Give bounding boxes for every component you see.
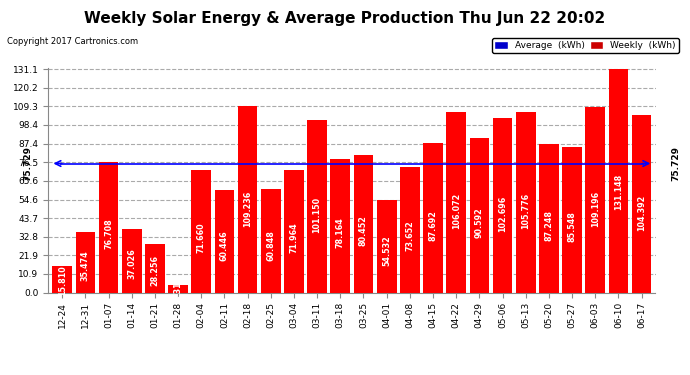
Bar <box>261 189 281 292</box>
Text: 76.708: 76.708 <box>104 218 113 249</box>
Bar <box>562 147 582 292</box>
Bar <box>354 156 373 292</box>
Text: 87.248: 87.248 <box>544 210 553 241</box>
Text: 101.150: 101.150 <box>313 197 322 233</box>
Text: 85.548: 85.548 <box>568 211 577 242</box>
Text: 109.236: 109.236 <box>243 190 252 227</box>
Text: 71.660: 71.660 <box>197 222 206 253</box>
Text: 80.452: 80.452 <box>359 215 368 246</box>
Text: 87.692: 87.692 <box>428 210 437 241</box>
Bar <box>307 120 327 292</box>
Text: 109.196: 109.196 <box>591 191 600 227</box>
Legend: Average  (kWh), Weekly  (kWh): Average (kWh), Weekly (kWh) <box>492 38 678 53</box>
Text: 102.696: 102.696 <box>498 196 507 232</box>
Bar <box>215 189 235 292</box>
Text: 104.392: 104.392 <box>637 194 646 231</box>
Text: 28.256: 28.256 <box>150 255 159 286</box>
Bar <box>632 115 651 292</box>
Text: Copyright 2017 Cartronics.com: Copyright 2017 Cartronics.com <box>7 38 138 46</box>
Text: 54.532: 54.532 <box>382 236 391 266</box>
Bar <box>145 244 165 292</box>
Text: 15.810: 15.810 <box>58 265 67 296</box>
Bar <box>331 159 350 292</box>
Bar <box>585 106 605 292</box>
Text: 35.474: 35.474 <box>81 250 90 280</box>
Text: 106.072: 106.072 <box>452 193 461 230</box>
Bar <box>122 230 141 292</box>
Bar <box>516 112 535 292</box>
Bar <box>423 143 443 292</box>
Bar <box>168 285 188 292</box>
Text: 131.148: 131.148 <box>614 174 623 210</box>
Bar <box>377 200 397 292</box>
Text: 90.592: 90.592 <box>475 208 484 238</box>
Text: Weekly Solar Energy & Average Production Thu Jun 22 20:02: Weekly Solar Energy & Average Production… <box>84 11 606 26</box>
Text: 105.776: 105.776 <box>521 194 530 230</box>
Text: 75.729: 75.729 <box>672 146 681 181</box>
Text: 60.446: 60.446 <box>220 231 229 261</box>
Text: 78.164: 78.164 <box>336 217 345 248</box>
Bar <box>284 170 304 292</box>
Text: 73.652: 73.652 <box>405 220 414 251</box>
Bar <box>400 167 420 292</box>
Bar <box>52 266 72 292</box>
Bar <box>99 162 119 292</box>
Bar <box>238 106 257 292</box>
Text: 75.729: 75.729 <box>23 146 32 181</box>
Text: 4.312: 4.312 <box>174 276 183 302</box>
Bar <box>493 118 513 292</box>
Bar <box>469 138 489 292</box>
Bar <box>609 69 629 292</box>
Bar <box>539 144 559 292</box>
Text: 71.964: 71.964 <box>290 222 299 253</box>
Bar <box>446 112 466 292</box>
Text: 37.026: 37.026 <box>127 249 136 279</box>
Bar <box>75 232 95 292</box>
Bar <box>191 171 211 292</box>
Text: 60.848: 60.848 <box>266 230 275 261</box>
